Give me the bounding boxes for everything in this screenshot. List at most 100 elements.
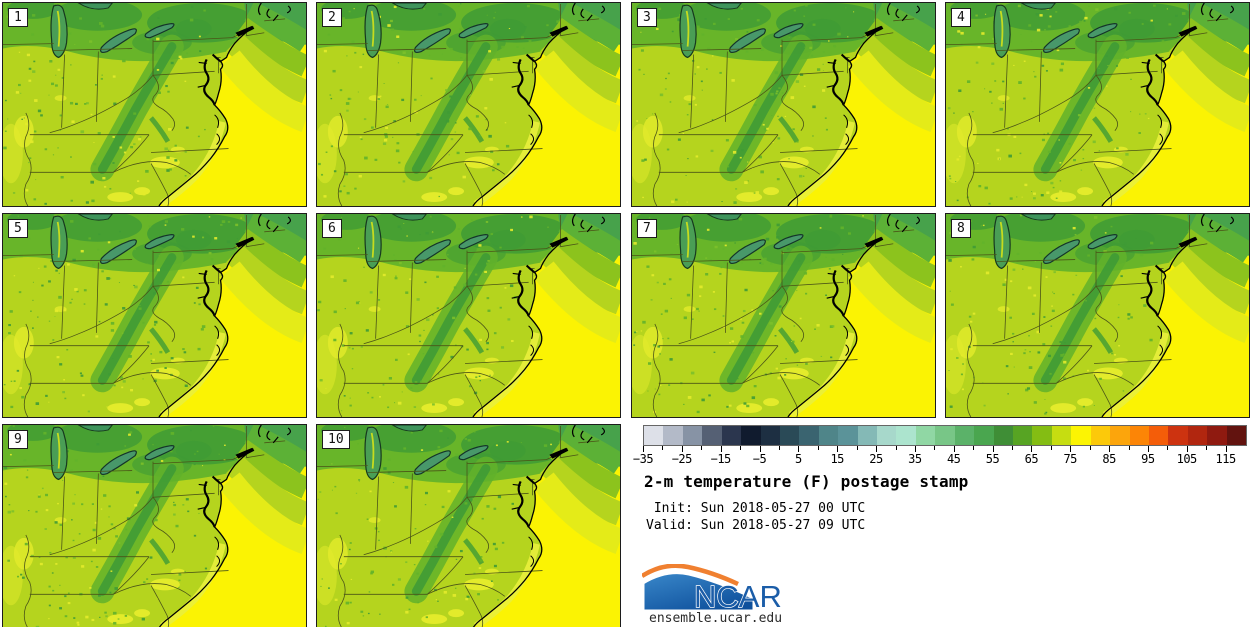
colorbar-tick bbox=[1206, 446, 1208, 450]
new-england-coast bbox=[1200, 214, 1234, 233]
ensemble-member-panel-1: 1 bbox=[2, 2, 307, 207]
state-border bbox=[61, 265, 65, 339]
colorbar-tick-label: 75 bbox=[1063, 452, 1077, 466]
site-url: ensemble.ucar.edu bbox=[649, 611, 783, 626]
colorbar-segment bbox=[1110, 426, 1130, 445]
coastal-pale-band bbox=[160, 121, 226, 206]
colorbar-segment bbox=[741, 426, 761, 445]
colorbar-segment bbox=[779, 426, 800, 445]
init-valid-times: Init: Sun 2018-05-27 00 UTC Valid: Sun 20… bbox=[646, 500, 865, 534]
colorbar-segment bbox=[1051, 426, 1072, 445]
pamlico-sound bbox=[214, 325, 221, 356]
colorbar-segment bbox=[915, 426, 936, 445]
state-border bbox=[466, 459, 547, 465]
lake-huron bbox=[706, 214, 742, 221]
state-border bbox=[23, 323, 32, 417]
lake-huron bbox=[391, 425, 427, 432]
long-island bbox=[864, 25, 884, 37]
pamlico-sound bbox=[1157, 114, 1164, 145]
lake-ontario bbox=[458, 234, 489, 250]
temperature-map bbox=[946, 3, 1249, 206]
coastal-pale-band bbox=[160, 543, 226, 627]
coastline bbox=[787, 26, 883, 206]
colorbar-tick-labels: −35 −25 −15 −5 5 15 25 35 45 55 65 75 85 95 105 115 bbox=[633, 452, 1247, 466]
colorbar-tick-label: 105 bbox=[1176, 452, 1198, 466]
plot-title: 2-m temperature (F) postage stamp bbox=[644, 472, 969, 491]
colorbar-tick-label: 25 bbox=[869, 452, 883, 466]
lake-ontario bbox=[458, 445, 489, 461]
state-border bbox=[427, 583, 506, 597]
state-border bbox=[996, 259, 1076, 262]
state-border bbox=[375, 54, 379, 128]
colorbar-tick-label: 65 bbox=[1024, 452, 1039, 466]
lake-erie bbox=[100, 239, 137, 264]
state-border bbox=[464, 163, 484, 206]
colorbar-segment bbox=[702, 426, 722, 445]
colorbar-tick-label: −35 bbox=[632, 452, 654, 466]
state-border bbox=[781, 286, 805, 342]
colorbar-tick bbox=[1128, 446, 1130, 450]
state-border bbox=[779, 374, 799, 417]
coastal-pale-band bbox=[1103, 332, 1169, 417]
ensemble-member-panel-7: 7 bbox=[631, 213, 936, 418]
long-island bbox=[235, 25, 255, 37]
colorbar-segment bbox=[1013, 426, 1033, 445]
pamlico-sound bbox=[843, 114, 850, 145]
coastal-pale-band bbox=[789, 332, 855, 417]
colorbar-tick-label: 35 bbox=[908, 452, 922, 466]
colorbar-segment bbox=[1226, 426, 1247, 445]
state-border bbox=[152, 37, 233, 43]
member-number-label: 7 bbox=[637, 219, 657, 238]
state-border bbox=[1056, 345, 1093, 384]
colorbar-segment bbox=[896, 426, 916, 445]
state-border bbox=[875, 32, 894, 37]
lake-erie bbox=[414, 450, 451, 475]
colorbar-segment bbox=[954, 426, 975, 445]
state-border bbox=[1189, 32, 1208, 37]
state-border bbox=[781, 281, 844, 287]
state-border bbox=[150, 585, 170, 627]
lake-erie bbox=[100, 28, 137, 53]
coastline bbox=[158, 448, 254, 627]
ensemble-member-panel-10: 10 bbox=[316, 424, 621, 627]
lake-huron bbox=[77, 425, 113, 432]
colorbar-tick bbox=[701, 446, 703, 450]
state-border bbox=[367, 470, 447, 473]
state-border bbox=[466, 248, 547, 254]
colorbar-tick bbox=[817, 446, 819, 450]
lake-ontario bbox=[773, 23, 804, 39]
delaware-bay bbox=[211, 264, 222, 274]
state-border bbox=[996, 48, 1076, 51]
state-border bbox=[1095, 286, 1119, 342]
ensemble-member-panel-3: 3 bbox=[631, 2, 936, 207]
state-border bbox=[95, 51, 99, 122]
state-border bbox=[466, 492, 529, 498]
state-border bbox=[466, 497, 490, 553]
state-border bbox=[992, 286, 1097, 345]
state-border bbox=[632, 254, 683, 256]
state-border bbox=[742, 134, 779, 173]
state-border bbox=[724, 262, 728, 333]
colorbar-tick-label: 55 bbox=[985, 452, 1000, 466]
state-border bbox=[466, 286, 490, 342]
state-border bbox=[466, 281, 529, 287]
lake-erie bbox=[100, 450, 137, 475]
pamlico-sound bbox=[214, 114, 221, 145]
state-border bbox=[23, 112, 32, 206]
temperature-map bbox=[3, 214, 306, 417]
lake-erie bbox=[729, 28, 766, 53]
colorbar-tick-label: 45 bbox=[946, 452, 961, 466]
member-number-label: 10 bbox=[322, 430, 350, 449]
colorbar-tick bbox=[759, 446, 761, 452]
colorbar-segment bbox=[1090, 426, 1111, 445]
state-border bbox=[152, 70, 215, 76]
state-border bbox=[363, 286, 468, 345]
colorbar-tick bbox=[740, 446, 742, 450]
temperature-map bbox=[632, 214, 935, 417]
state-border bbox=[152, 497, 176, 553]
state-border bbox=[152, 75, 176, 131]
state-border bbox=[632, 43, 683, 45]
lake-ontario bbox=[773, 234, 804, 250]
state-border bbox=[3, 465, 54, 467]
